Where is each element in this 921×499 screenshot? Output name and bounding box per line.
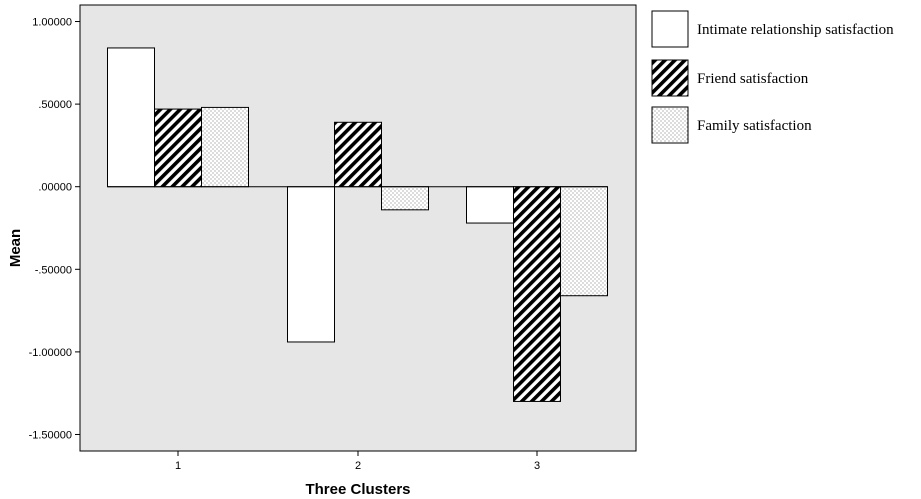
bar-cluster-3-series-1 — [466, 186, 514, 224]
bars-group — [107, 47, 608, 402]
x-axis-title: Three Clusters — [305, 481, 410, 498]
bar-cluster-2-series-3 — [381, 186, 429, 211]
y-axis: 1.00000 .50000 .00000 -.50000 -1.00000 -1.500… — [29, 17, 80, 441]
y-tick-label: .00000 — [38, 182, 72, 194]
x-axis: 1 2 3 — [175, 451, 540, 472]
legend-swatch-3 — [651, 106, 689, 144]
y-tick-label: -1.00000 — [29, 347, 72, 359]
x-tick-label: 3 — [534, 460, 540, 472]
y-tick-label: .50000 — [38, 99, 72, 111]
bar-cluster-1-series-2 — [154, 108, 202, 188]
y-tick-label: -.50000 — [35, 264, 72, 276]
y-tick-label: -1.50000 — [29, 429, 72, 441]
x-tick-label: 1 — [175, 460, 181, 472]
y-axis-title: Mean — [7, 229, 24, 267]
bar-cluster-2-series-1 — [287, 186, 335, 343]
legend-swatch-1 — [651, 10, 689, 48]
bar-cluster-1-series-1 — [107, 47, 155, 188]
legend-label-2: Friend satisfaction — [697, 71, 809, 87]
x-tick-label: 2 — [355, 460, 361, 472]
bar-cluster-3-series-2 — [513, 186, 561, 402]
y-tick-label: 1.00000 — [32, 17, 72, 29]
bar-cluster-3-series-3 — [560, 186, 608, 297]
legend-swatch-2 — [651, 59, 689, 97]
bar-cluster-2-series-2 — [334, 121, 382, 188]
legend-label-3: Family satisfaction — [697, 118, 812, 134]
legend-label-1: Intimate relationship satisfaction — [697, 22, 894, 38]
bar-cluster-1-series-3 — [201, 106, 249, 188]
legend: Intimate relationship satisfaction Friend… — [651, 10, 894, 144]
